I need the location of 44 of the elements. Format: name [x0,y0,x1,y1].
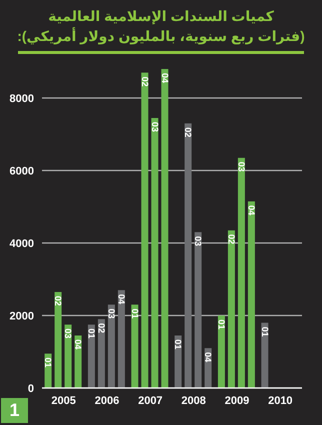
x-tick-label: 2007 [138,394,163,407]
x-tick-label: 2006 [94,394,120,407]
series-label: 02 [53,296,64,306]
text: 02 [140,76,150,87]
chart-title: كميات السندات الإسلامية العالمية [47,7,275,26]
text: 02 [96,323,106,334]
text: 1 [1,398,28,423]
text: 04 [203,352,214,362]
series-label: 01 [43,358,54,368]
text: 04 [246,205,256,216]
x-tick-label: 2010 [268,394,293,407]
text: 01 [130,308,140,319]
bar [151,118,158,388]
bar [54,292,62,388]
y-tick-label: 0 [28,382,34,395]
text: 01 [86,328,96,339]
y-tick-label: 6000 [10,165,34,178]
x-tick-label: 2008 [181,394,206,407]
bar [228,230,235,388]
text: 01 [173,339,184,350]
x-tick-label: 2005 [51,394,76,407]
y-tick-label: 2000 [10,310,34,322]
bar [161,69,168,388]
y-tick-label: 8000 [10,92,34,105]
text: 04 [160,73,170,84]
text: 03 [236,162,246,172]
series-label: 04 [73,339,84,350]
series-label: 03 [63,328,74,339]
bar [261,322,268,388]
text: 02 [183,127,194,138]
bar [238,158,245,388]
text: 03 [106,308,116,319]
text: 04 [116,294,126,304]
bar [88,324,95,388]
y-tick-label: 4000 [10,238,34,250]
text: 02 [226,234,236,244]
text: 01 [260,326,270,337]
text: 03 [193,236,204,246]
chart-subtitle: (فترات ربع سنوية، بالمليون دولار أمريكي): [16,26,306,46]
bar [141,72,148,388]
x-tick-label: 2009 [224,394,250,407]
text: 03 [150,122,160,132]
bar [248,201,255,388]
text: 01 [216,320,226,330]
